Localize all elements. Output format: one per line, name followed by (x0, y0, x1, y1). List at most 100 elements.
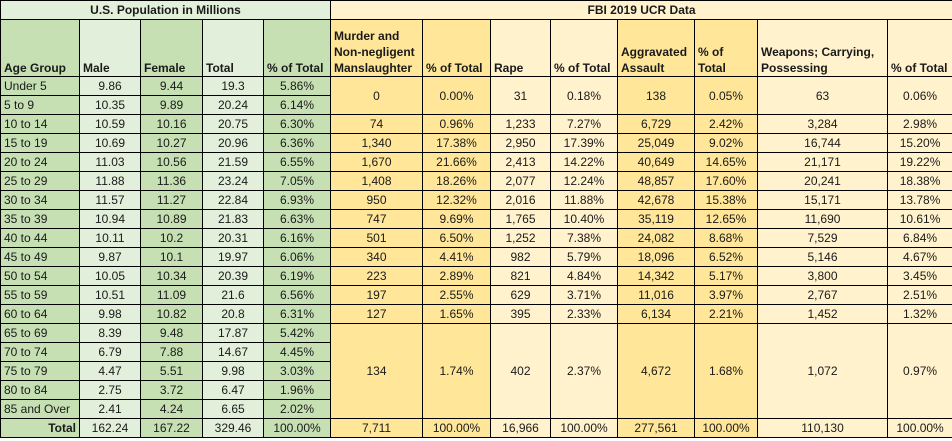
fbi-cell: 821 (490, 266, 552, 286)
population-cell: 6.93% (262, 190, 332, 210)
population-cell: 22.84 (202, 190, 264, 210)
population-cell: 9.48 (140, 323, 203, 343)
population-cell: 9.98 (202, 361, 264, 381)
table-row: 35 to 39 10.94 10.89 21.83 6.63% 747 9.69% 1,76… (0, 209, 952, 229)
population-cell: 20.8 (202, 304, 264, 324)
population-cell: 11.57 (79, 190, 141, 210)
table-row: 25 to 29 11.88 11.36 23.24 7.05% 1,408 18.26% 2… (0, 171, 952, 191)
population-cell: 70 to 74 (0, 342, 80, 362)
fbi-cell: 138 (617, 76, 696, 115)
population-cell: 40 to 44 (0, 228, 80, 248)
fbi-cell: 63 (757, 76, 889, 115)
fbi-cell: 6,134 (617, 304, 696, 324)
population-cell: 6.36% (262, 133, 332, 153)
population-cell: 10.51 (79, 285, 141, 305)
fbi-cell: 42,678 (617, 190, 696, 210)
fbi-cell: 1,340 (330, 133, 424, 153)
population-cell: 60 to 64 (0, 304, 80, 324)
population-cell: 4.47 (79, 361, 141, 381)
fbi-total-cell: 110,130 (757, 418, 889, 438)
fbi-cell: 6.52% (694, 247, 759, 267)
fbi-cell: 1.68% (694, 323, 759, 419)
fbi-cell: 3.97% (694, 285, 759, 305)
fbi-cell: 2.21% (694, 304, 759, 324)
fbi-cell: 19.22% (887, 152, 952, 172)
population-cell: 6.79 (79, 342, 141, 362)
population-cell: 10.82 (140, 304, 203, 324)
population-cell: 11.27 (140, 190, 203, 210)
fbi-cell: 2.37% (550, 323, 619, 419)
fbi-cell: 15.38% (694, 190, 759, 210)
fbi-cell: 15,171 (757, 190, 889, 210)
population-header: Total (202, 19, 264, 77)
table-row: Under 5 9.86 9.44 19.3 5.86% 0 0.00% 31 0.18% 138… (0, 76, 952, 115)
fbi-cell: 35,119 (617, 209, 696, 229)
fbi-header: % of Total (422, 19, 492, 77)
fbi-cell: 4.67% (887, 247, 952, 267)
fbi-cell: 4.84% (550, 266, 619, 286)
population-cell: 6.19% (262, 266, 332, 286)
fbi-cell: 2.33% (550, 304, 619, 324)
fbi-cell: 17.60% (694, 171, 759, 191)
fbi-cell: 7.38% (550, 228, 619, 248)
population-cell: 85 and Over (0, 399, 80, 419)
population-cell: 6.55% (262, 152, 332, 172)
fbi-cell: 20,241 (757, 171, 889, 191)
population-header: Age Group (0, 19, 80, 77)
fbi-cell: 629 (490, 285, 552, 305)
header-row: Age Group Male Female Total% of Total Murder… (0, 19, 952, 77)
population-cell: 5 to 9 (0, 95, 80, 115)
table-row: 20 to 24 11.03 10.56 21.59 6.55% 1,670 21.66% 2… (0, 152, 952, 172)
table-row: 65 to 69 8.39 9.48 17.87 5.42% 134 1.74% 402 2.3… (0, 323, 952, 419)
fbi-cell: 1,072 (757, 323, 889, 419)
population-total-cell: 167.22 (140, 418, 203, 438)
fbi-title: FBI 2019 UCR Data (330, 0, 952, 20)
fbi-total-cell: 100.00% (887, 418, 952, 438)
population-cell: 50 to 54 (0, 266, 80, 286)
fbi-cell: 4.41% (422, 247, 492, 267)
population-cell: 20.24 (202, 95, 264, 115)
fbi-cell: 3,284 (757, 114, 889, 134)
population-cell: 20.31 (202, 228, 264, 248)
fbi-header: Murder and Non-negligent Manslaughter (330, 19, 424, 77)
fbi-cell: 13.78% (887, 190, 952, 210)
table-row: 5 to 9 10.35 9.89 20.24 6.14% (0, 95, 952, 115)
fbi-header: Aggravated Assault (617, 19, 696, 77)
table-row: 40 to 44 10.11 10.2 20.31 6.16% 501 6.50% 1,252… (0, 228, 952, 248)
fbi-cell: 16,744 (757, 133, 889, 153)
fbi-cell: 18,096 (617, 247, 696, 267)
fbi-cell: 2,767 (757, 285, 889, 305)
fbi-total-cell: 100.00% (550, 418, 619, 438)
fbi-cell: 197 (330, 285, 424, 305)
fbi-cell: 21.66% (422, 152, 492, 172)
fbi-cell: 10.61% (887, 209, 952, 229)
fbi-cell: 6,729 (617, 114, 696, 134)
population-cell: 10 to 14 (0, 114, 80, 134)
fbi-cell: 0.05% (694, 76, 759, 115)
population-cell: 80 to 84 (0, 380, 80, 400)
fbi-cell: 0 (330, 76, 424, 115)
fbi-cell: 1,452 (757, 304, 889, 324)
fbi-cell: 3,800 (757, 266, 889, 286)
population-cell: 5.86% (262, 76, 332, 96)
fbi-total-cell: 100.00% (694, 418, 759, 438)
population-cell: 55 to 59 (0, 285, 80, 305)
fbi-cell: 7,529 (757, 228, 889, 248)
population-cell: 10.94 (79, 209, 141, 229)
population-cell: 20.96 (202, 133, 264, 153)
fbi-cell: 2.51% (887, 285, 952, 305)
fbi-cell: 2,413 (490, 152, 552, 172)
fbi-cell: 395 (490, 304, 552, 324)
fbi-cell: 5.79% (550, 247, 619, 267)
fbi-cell: 1,670 (330, 152, 424, 172)
fbi-header: % of Total (550, 19, 619, 77)
fbi-cell: 18.38% (887, 171, 952, 191)
fbi-cell: 74 (330, 114, 424, 134)
population-cell: 6.06% (262, 247, 332, 267)
population-cell: 9.89 (140, 95, 203, 115)
table-row: 85 and Over 2.41 4.24 6.65 2.02% (0, 399, 952, 419)
table-row: 80 to 84 2.75 3.72 6.47 1.96% (0, 380, 952, 400)
fbi-cell: 402 (490, 323, 552, 419)
table-row: 60 to 64 9.98 10.82 20.8 6.31% 127 1.65% 395 2.3… (0, 304, 952, 324)
fbi-cell: 2.55% (422, 285, 492, 305)
